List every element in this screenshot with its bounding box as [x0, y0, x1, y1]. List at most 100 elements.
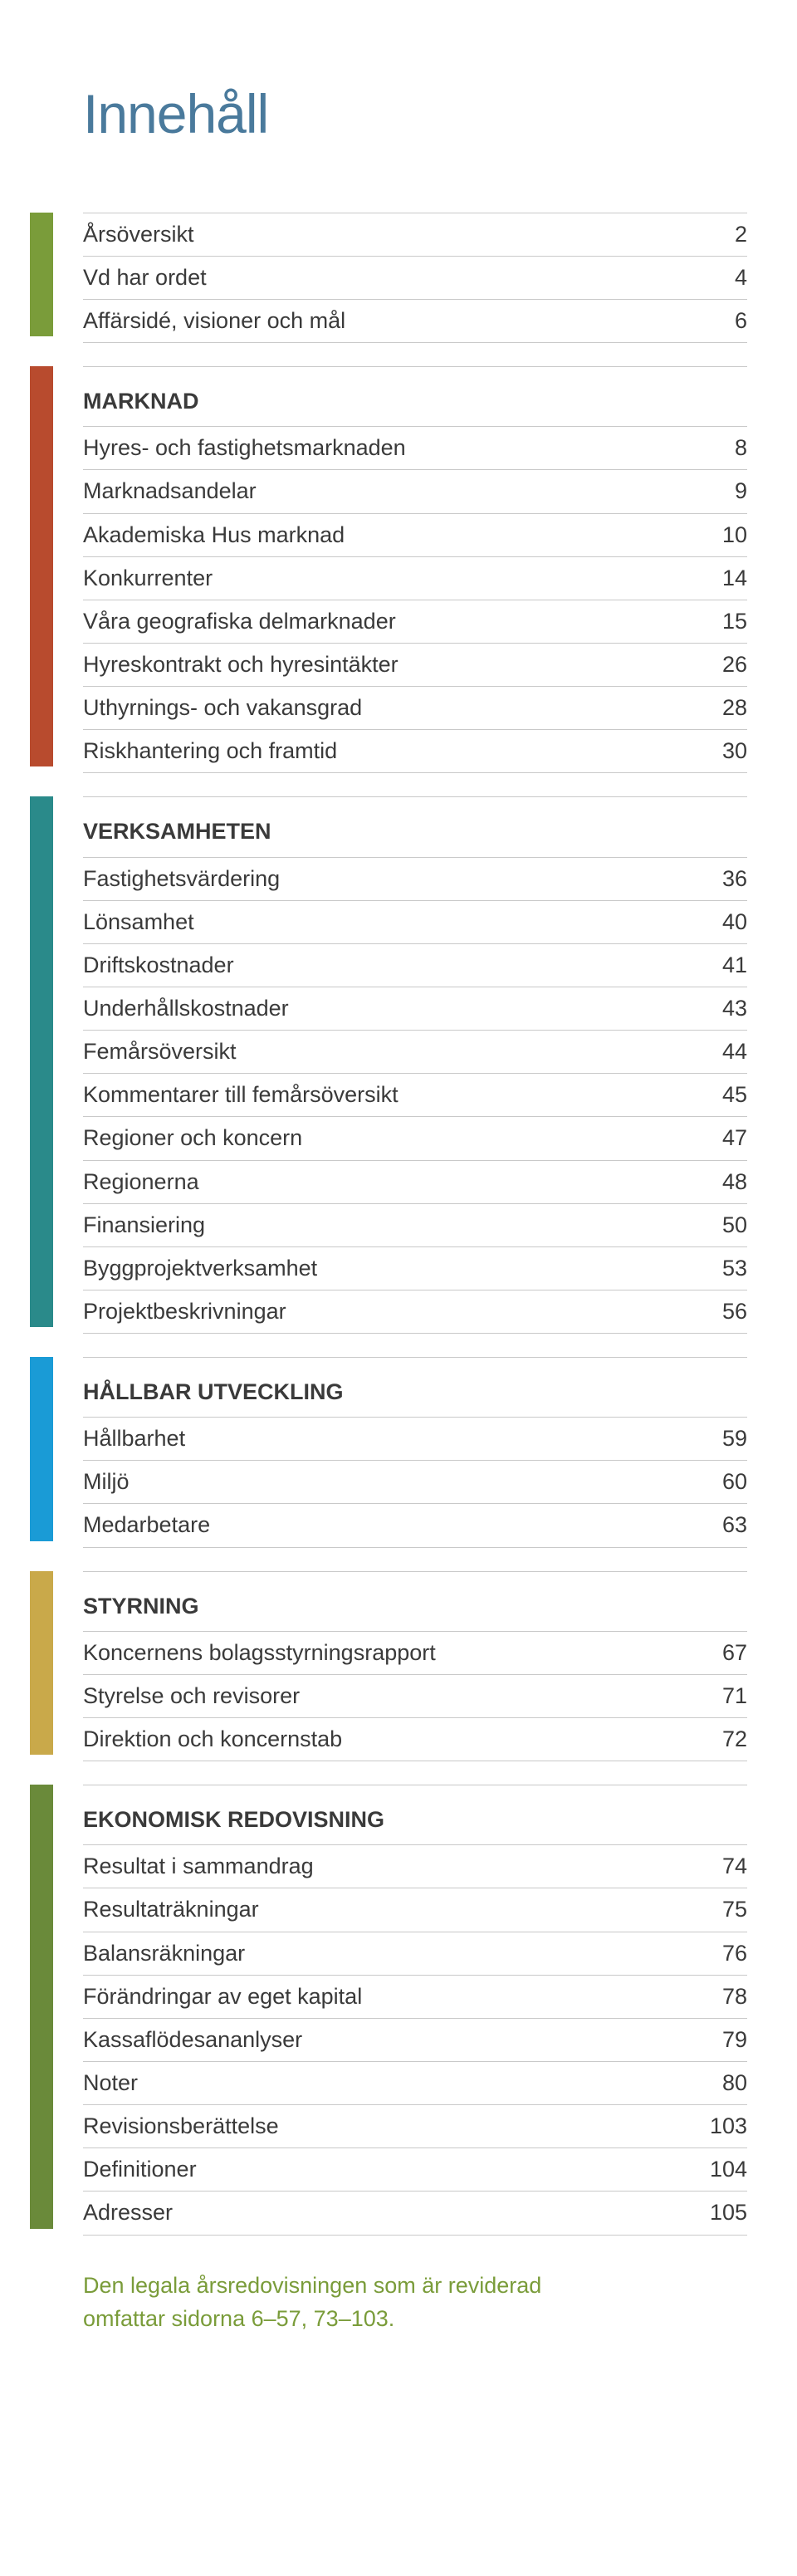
toc-row-label: Noter	[83, 2067, 706, 2099]
toc-row[interactable]: Styrelse och revisorer71	[83, 1674, 747, 1717]
toc-section-intro: Årsöversikt2Vd har ordet4Affärsidé, visi…	[83, 213, 747, 343]
toc-row[interactable]: Resultaträkningar75	[83, 1888, 747, 1931]
toc-row[interactable]: Fastighetsvärdering36	[83, 857, 747, 900]
section-bottom-rule	[83, 1333, 747, 1334]
toc-row-label: Hållbarhet	[83, 1423, 706, 1455]
toc-row-page: 15	[706, 605, 747, 638]
toc-row-label: Riskhantering och framtid	[83, 735, 706, 767]
toc-row-label: Akademiska Hus marknad	[83, 519, 706, 551]
section-color-tab	[30, 213, 53, 336]
toc-row-page: 50	[706, 1209, 747, 1241]
toc-row-page: 8	[718, 432, 747, 464]
toc-row-page: 2	[718, 218, 747, 251]
toc-row-page: 74	[706, 1850, 747, 1883]
toc-row[interactable]: Hyres- och fastighetsmarknaden8	[83, 426, 747, 469]
table-of-contents: Årsöversikt2Vd har ordet4Affärsidé, visi…	[83, 213, 747, 2236]
toc-section-hallbar: HÅLLBAR UTVECKLINGHållbarhet59Miljö60Med…	[83, 1357, 747, 1548]
section-color-tab	[30, 1785, 53, 2228]
toc-row-label: Våra geografiska delmarknader	[83, 605, 706, 638]
toc-row-page: 60	[706, 1466, 747, 1498]
toc-row[interactable]: Resultat i sammandrag74	[83, 1844, 747, 1888]
toc-row[interactable]: Byggprojektverksamhet53	[83, 1246, 747, 1290]
section-color-tab	[30, 366, 53, 766]
toc-row-page: 30	[706, 735, 747, 767]
toc-row[interactable]: Riskhantering och framtid30	[83, 729, 747, 772]
toc-row[interactable]: Hållbarhet59	[83, 1417, 747, 1460]
toc-row-page: 6	[718, 305, 747, 337]
toc-row[interactable]: Projektbeskrivningar56	[83, 1290, 747, 1333]
toc-row-label: Femårsöversikt	[83, 1036, 706, 1068]
toc-row[interactable]: Vd har ordet4	[83, 256, 747, 299]
toc-row[interactable]: Direktion och koncernstab72	[83, 1717, 747, 1761]
toc-row-label: Hyres- och fastighetsmarknaden	[83, 432, 718, 464]
toc-row-label: Kassaflödesananlyser	[83, 2024, 706, 2056]
toc-row-label: Miljö	[83, 1466, 706, 1498]
section-color-tab	[30, 796, 53, 1327]
toc-row[interactable]: Noter80	[83, 2061, 747, 2104]
toc-row-page: 9	[718, 475, 747, 507]
toc-row[interactable]: Koncernens bolagsstyrningsrapport67	[83, 1631, 747, 1674]
toc-row-label: Affärsidé, visioner och mål	[83, 305, 718, 337]
toc-row-label: Uthyrnings- och vakansgrad	[83, 692, 706, 724]
toc-row-page: 41	[706, 949, 747, 982]
toc-row-page: 47	[706, 1122, 747, 1154]
toc-row-label: Direktion och koncernstab	[83, 1723, 706, 1756]
toc-row[interactable]: Regionerna48	[83, 1160, 747, 1203]
section-color-tab	[30, 1571, 53, 1756]
toc-row[interactable]: Balansräkningar76	[83, 1932, 747, 1975]
toc-row-page: 44	[706, 1036, 747, 1068]
toc-row[interactable]: Förändringar av eget kapital78	[83, 1975, 747, 2018]
toc-row-page: 104	[693, 2153, 747, 2186]
toc-row[interactable]: Driftskostnader41	[83, 943, 747, 987]
section-bottom-rule	[83, 1547, 747, 1548]
toc-row-page: 75	[706, 1893, 747, 1926]
toc-row[interactable]: Kommentarer till femårsöversikt45	[83, 1073, 747, 1116]
toc-row[interactable]: Revisionsberättelse103	[83, 2104, 747, 2147]
toc-row-label: Kommentarer till femårsöversikt	[83, 1079, 706, 1111]
toc-row[interactable]: Konkurrenter14	[83, 556, 747, 600]
toc-row[interactable]: Lönsamhet40	[83, 900, 747, 943]
toc-row[interactable]: Definitioner104	[83, 2147, 747, 2191]
section-bottom-rule	[83, 772, 747, 773]
footer-note: Den legala årsredovisningen som är revid…	[83, 2269, 747, 2336]
toc-row[interactable]: Femårsöversikt44	[83, 1030, 747, 1073]
toc-row[interactable]: Underhållskostnader43	[83, 987, 747, 1030]
toc-row[interactable]: Regioner och koncern47	[83, 1116, 747, 1159]
footer-note-line1: Den legala årsredovisningen som är revid…	[83, 2273, 541, 2298]
toc-row-page: 80	[706, 2067, 747, 2099]
toc-row-page: 72	[706, 1723, 747, 1756]
toc-row-page: 53	[706, 1252, 747, 1285]
toc-row-label: Adresser	[83, 2196, 693, 2229]
toc-section-heading-row: EKONOMISK REDOVISNING	[83, 1785, 747, 1844]
toc-row-page: 36	[706, 863, 747, 895]
toc-row-label: Konkurrenter	[83, 562, 706, 595]
toc-row[interactable]: Miljö60	[83, 1460, 747, 1503]
toc-rows: Årsöversikt2Vd har ordet4Affärsidé, visi…	[83, 213, 747, 343]
toc-row-page: 10	[706, 519, 747, 551]
toc-row[interactable]: Akademiska Hus marknad10	[83, 513, 747, 556]
toc-row[interactable]: Våra geografiska delmarknader15	[83, 600, 747, 643]
toc-row[interactable]: Årsöversikt2	[83, 213, 747, 256]
toc-row-label: Vd har ordet	[83, 262, 718, 294]
toc-row[interactable]: Uthyrnings- och vakansgrad28	[83, 686, 747, 729]
toc-row-label: Balansräkningar	[83, 1937, 706, 1970]
toc-row-page: 26	[706, 649, 747, 681]
toc-row-label: Styrelse och revisorer	[83, 1680, 706, 1712]
toc-row[interactable]: Adresser105	[83, 2191, 747, 2234]
toc-row-label: Resultat i sammandrag	[83, 1850, 706, 1883]
toc-row[interactable]: Kassaflödesananlyser79	[83, 2018, 747, 2061]
toc-row-label: Koncernens bolagsstyrningsrapport	[83, 1637, 706, 1669]
toc-rows: HÅLLBAR UTVECKLINGHållbarhet59Miljö60Med…	[83, 1357, 747, 1548]
toc-row[interactable]: Medarbetare63	[83, 1503, 747, 1546]
toc-row[interactable]: Affärsidé, visioner och mål6	[83, 299, 747, 342]
toc-row-page: 103	[693, 2110, 747, 2143]
toc-row[interactable]: Finansiering50	[83, 1203, 747, 1246]
toc-section-heading: STYRNING	[83, 1577, 747, 1626]
toc-row-label: Hyreskontrakt och hyresintäkter	[83, 649, 706, 681]
toc-section-heading-row: MARKNAD	[83, 366, 747, 426]
toc-row[interactable]: Marknadsandelar9	[83, 469, 747, 512]
toc-section-heading-row: VERKSAMHETEN	[83, 796, 747, 856]
toc-row-label: Finansiering	[83, 1209, 706, 1241]
footer-note-line2: omfattar sidorna 6–57, 73–103.	[83, 2306, 394, 2331]
toc-row[interactable]: Hyreskontrakt och hyresintäkter26	[83, 643, 747, 686]
